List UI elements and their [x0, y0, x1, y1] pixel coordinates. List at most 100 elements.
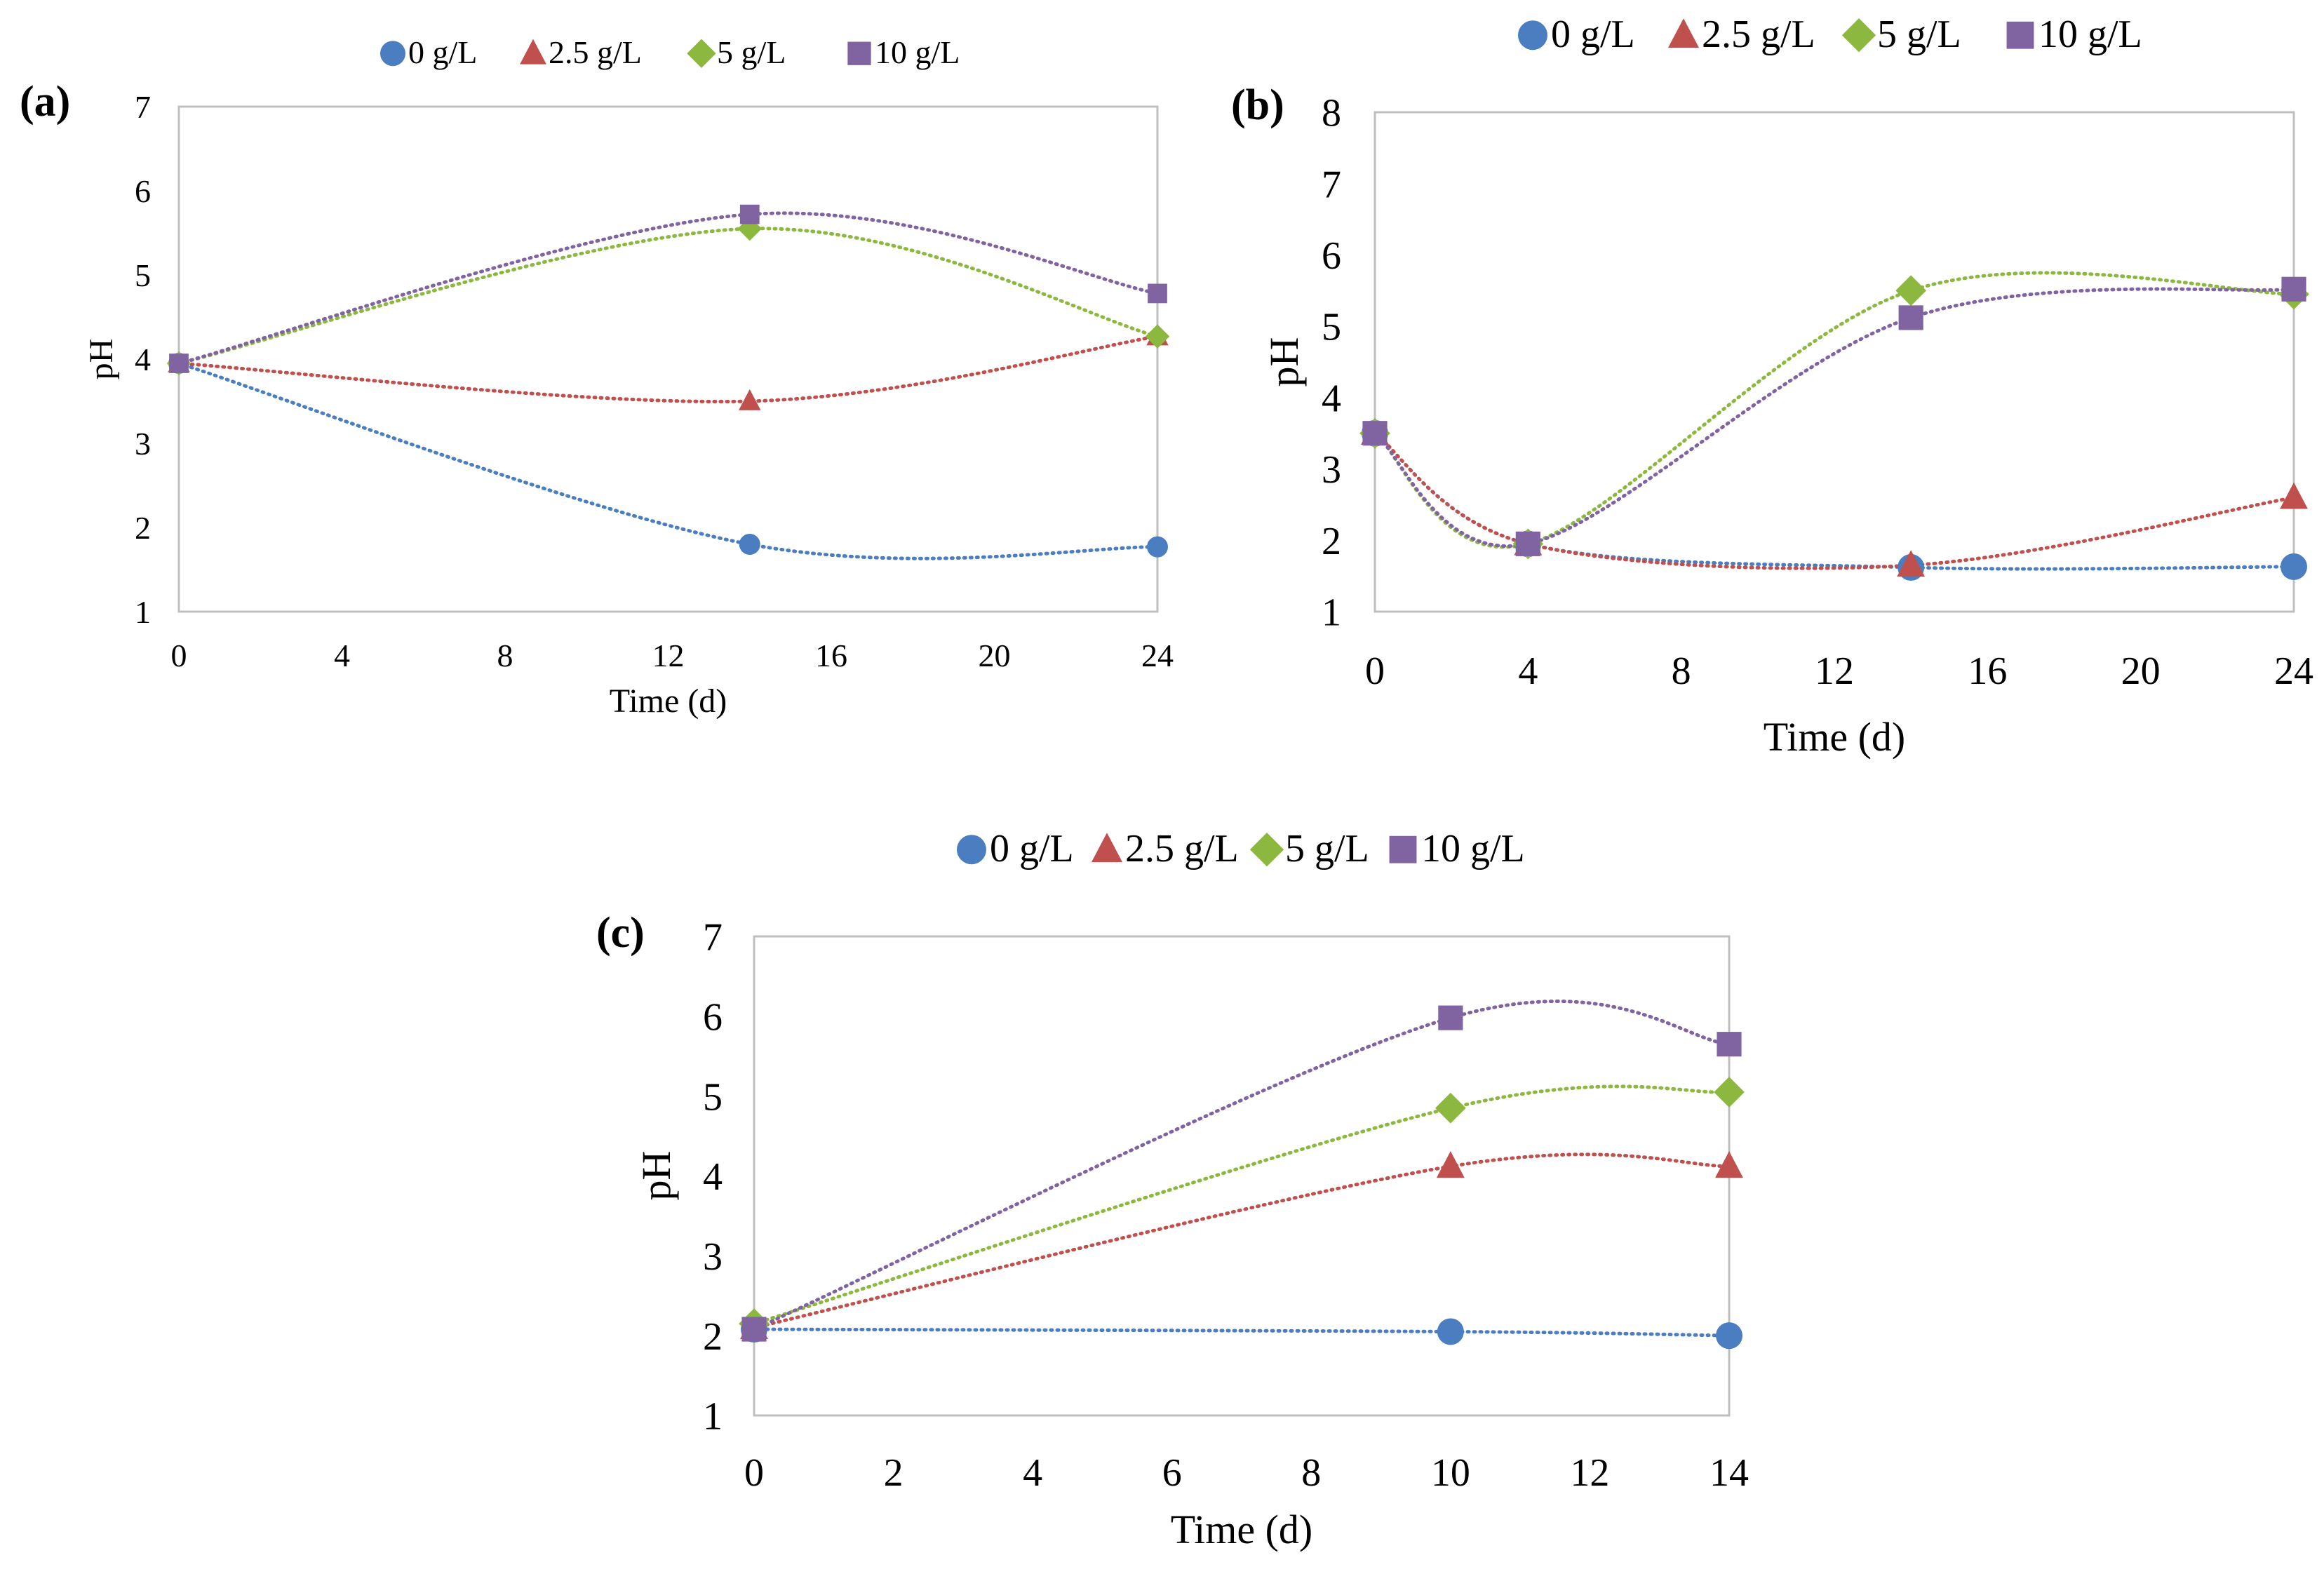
y-tick-label: 3 — [135, 426, 151, 462]
data-point-2-5-g-L — [2280, 482, 2308, 509]
x-tick-label: 4 — [1518, 650, 1538, 693]
series-line-2-5-g-L — [1373, 431, 2296, 570]
series-line-5-g-L — [1373, 271, 2296, 549]
legend-label: 5 g/L — [1285, 827, 1369, 870]
legend-label: 10 g/L — [1421, 827, 1525, 870]
legend-marker — [847, 41, 871, 65]
series-line-0-g-L — [752, 1327, 1731, 1338]
y-tick-label: 4 — [1322, 377, 1341, 420]
x-tick-label: 16 — [815, 638, 847, 673]
x-tick-label: 2 — [884, 1451, 904, 1495]
legend-marker — [1518, 20, 1547, 51]
y-tick-label: 6 — [1322, 234, 1341, 278]
legend-label: 2.5 g/L — [549, 34, 642, 70]
series-line-5-g-L — [752, 1084, 1731, 1326]
x-tick-label: 14 — [1710, 1451, 1749, 1495]
y-tick-label: 7 — [703, 916, 723, 960]
data-point-2-5-g-L — [1436, 1151, 1465, 1178]
panel-label: (a) — [20, 78, 70, 126]
legend-label: 0 g/L — [990, 827, 1074, 870]
data-point-0-g-L — [1437, 1318, 1464, 1345]
y-tick-label: 5 — [135, 257, 151, 293]
legend-marker — [687, 39, 716, 68]
x-tick-label: 12 — [1815, 650, 1854, 693]
legend-marker — [520, 39, 546, 65]
legend-marker — [1091, 833, 1123, 863]
x-tick-label: 4 — [1023, 1451, 1042, 1495]
legend-label: 5 g/L — [717, 34, 786, 70]
data-point-10-g-L — [169, 354, 189, 373]
series-line-5-g-L — [177, 227, 1160, 365]
legend-marker — [2006, 21, 2034, 49]
y-tick-label: 1 — [703, 1395, 723, 1439]
data-point-5-g-L — [1895, 275, 1927, 307]
y-tick-label: 6 — [703, 995, 723, 1039]
legend-marker — [1841, 18, 1876, 53]
legend-label: 5 g/L — [1877, 13, 1961, 56]
series-line-0-g-L — [177, 361, 1160, 560]
y-axis-title: pH — [633, 1151, 679, 1201]
data-point-10-g-L — [1717, 1032, 1742, 1057]
data-point-5-g-L — [1145, 324, 1170, 349]
legend-label: 10 g/L — [875, 34, 960, 70]
x-tick-label: 12 — [1570, 1451, 1609, 1495]
x-tick-label: 0 — [171, 638, 187, 673]
data-point-2-5-g-L — [1897, 550, 1926, 577]
panel-label: (b) — [1231, 81, 1284, 129]
panel-label: (c) — [596, 909, 645, 957]
x-tick-label: 8 — [497, 638, 513, 673]
x-tick-label: 10 — [1431, 1451, 1470, 1495]
legend-marker — [1389, 835, 1417, 863]
x-tick-label: 20 — [2121, 650, 2161, 693]
data-point-10-g-L — [1148, 283, 1167, 304]
plot-frame — [177, 105, 1159, 613]
series-line-10-g-L — [1373, 287, 2296, 548]
y-tick-label: 1 — [135, 594, 151, 630]
series-line-10-g-L — [177, 211, 1160, 365]
legend-label: 2.5 g/L — [1125, 827, 1239, 870]
data-point-0-g-L — [1147, 536, 1168, 558]
y-tick-label: 8 — [1322, 92, 1341, 135]
legend-marker — [1667, 18, 1700, 48]
x-tick-label: 6 — [1162, 1451, 1182, 1495]
x-axis-title: Time (d) — [610, 682, 727, 720]
series-line-0-g-L — [1373, 431, 2296, 571]
x-tick-label: 0 — [1365, 650, 1385, 693]
y-tick-label: 6 — [135, 173, 151, 209]
x-tick-label: 16 — [1968, 650, 2007, 693]
legend-marker — [1249, 833, 1284, 867]
x-tick-label: 8 — [1301, 1451, 1321, 1495]
legend-label: 2.5 g/L — [1702, 13, 1815, 56]
data-point-10-g-L — [741, 1317, 767, 1342]
x-tick-label: 12 — [652, 638, 685, 673]
series-line-2-5-g-L — [177, 335, 1160, 404]
legend-marker — [380, 41, 405, 67]
data-point-10-g-L — [1898, 305, 1923, 330]
y-tick-label: 3 — [703, 1235, 723, 1279]
y-tick-label: 4 — [703, 1155, 723, 1199]
y-tick-label: 7 — [135, 89, 151, 125]
x-tick-label: 20 — [979, 638, 1011, 673]
y-tick-label: 2 — [135, 510, 151, 546]
x-axis-title: Time (d) — [1171, 1507, 1313, 1552]
series-line-2-5-g-L — [752, 1152, 1731, 1330]
data-point-5-g-L — [1714, 1077, 1745, 1108]
legend-label: 0 g/L — [1551, 13, 1635, 56]
y-tick-label: 1 — [1322, 591, 1341, 635]
data-point-10-g-L — [1515, 531, 1540, 556]
legend-label: 0 g/L — [408, 34, 477, 70]
data-point-5-g-L — [1435, 1092, 1466, 1124]
y-tick-label: 4 — [135, 342, 151, 377]
y-axis-title: pH — [83, 339, 120, 380]
data-point-0-g-L — [2281, 553, 2307, 580]
y-tick-label: 5 — [703, 1075, 723, 1119]
y-axis-title: pH — [1261, 337, 1307, 387]
y-tick-label: 2 — [703, 1315, 723, 1359]
y-tick-label: 5 — [1322, 306, 1341, 349]
x-tick-label: 4 — [334, 638, 350, 673]
x-tick-label: 8 — [1672, 650, 1691, 693]
data-point-2-5-g-L — [1715, 1151, 1743, 1178]
plot-frame — [1373, 111, 2295, 613]
data-point-10-g-L — [1362, 421, 1388, 446]
